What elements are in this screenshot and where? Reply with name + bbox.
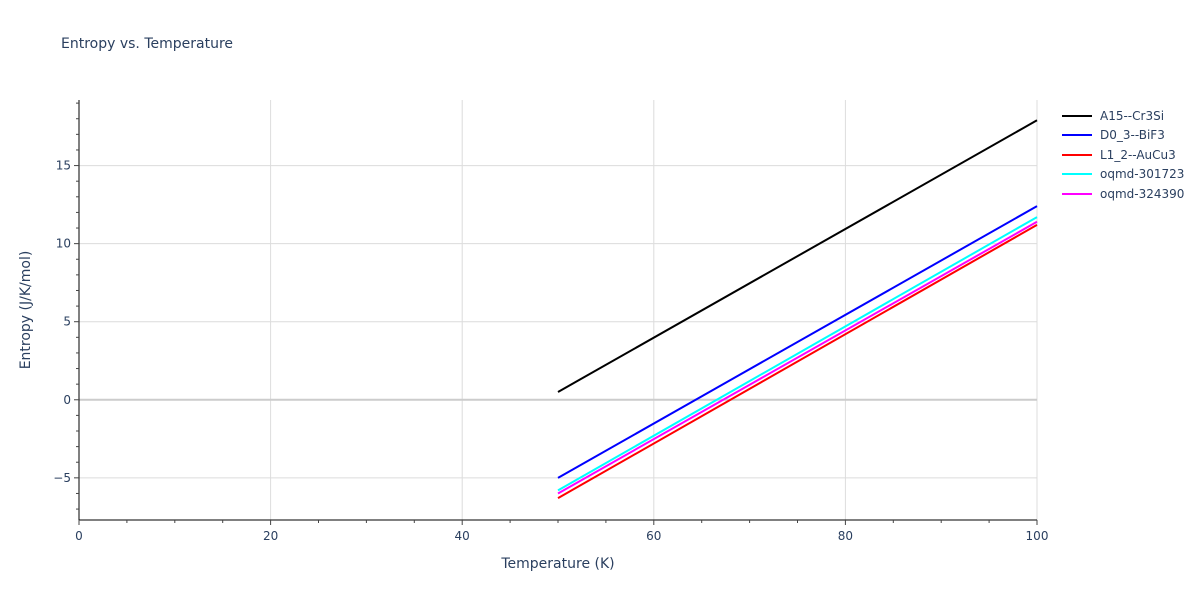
y-tick-label: 10 <box>56 237 71 251</box>
series-line <box>557 220 1038 495</box>
x-tick-label: 80 <box>838 529 853 543</box>
legend-item[interactable]: D0_3--BiF3 <box>1062 126 1184 146</box>
legend-item[interactable]: L1_2--AuCu3 <box>1062 145 1184 165</box>
legend-swatch-icon <box>1062 173 1092 176</box>
x-tick-label: 0 <box>75 529 83 543</box>
x-tick-label: 60 <box>646 529 661 543</box>
legend-swatch-icon <box>1062 114 1092 117</box>
x-tick-label: 40 <box>455 529 470 543</box>
series-line <box>557 224 1038 500</box>
legend-label: D0_3--BiF3 <box>1100 128 1165 143</box>
series-line <box>557 119 1038 393</box>
legend-label: oqmd-324390 <box>1100 186 1185 201</box>
legend-item[interactable]: oqmd-324390 <box>1062 184 1184 204</box>
legend-item[interactable]: A15--Cr3Si <box>1062 106 1184 126</box>
legend-swatch-icon <box>1062 153 1092 156</box>
y-tick-label: 15 <box>56 159 71 173</box>
y-tick-label: 0 <box>63 393 71 407</box>
legend-swatch-icon <box>1062 134 1092 137</box>
legend-label: oqmd-301723 <box>1100 167 1185 182</box>
x-tick-label: 100 <box>1026 529 1049 543</box>
y-tick-label: 5 <box>63 315 71 329</box>
legend-label: L1_2--AuCu3 <box>1100 147 1176 162</box>
series-line <box>557 205 1038 479</box>
legend-swatch-icon <box>1062 192 1092 195</box>
y-axis-label: Entropy (J/K/mol) <box>18 251 34 370</box>
y-tick-label: −5 <box>53 471 71 485</box>
legend-label: A15--Cr3Si <box>1100 108 1165 123</box>
x-axis-label: Temperature (K) <box>500 556 614 572</box>
x-tick-label: 20 <box>263 529 278 543</box>
chart-title: Entropy vs. Temperature <box>61 36 234 52</box>
legend: A15--Cr3Si D0_3--BiF3 L1_2--AuCu3 oqmd-3017… <box>1062 106 1184 204</box>
series-line <box>557 216 1038 492</box>
legend-item[interactable]: oqmd-301723 <box>1062 165 1184 185</box>
